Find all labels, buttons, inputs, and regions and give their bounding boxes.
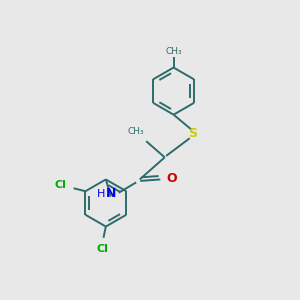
Text: H: H (97, 189, 105, 199)
Text: N: N (106, 187, 116, 200)
Text: Cl: Cl (97, 244, 109, 254)
Text: CH₃: CH₃ (165, 47, 182, 56)
Text: S: S (188, 127, 197, 140)
Text: Cl: Cl (54, 180, 66, 190)
Text: O: O (167, 172, 177, 185)
Text: CH₃: CH₃ (128, 127, 144, 136)
